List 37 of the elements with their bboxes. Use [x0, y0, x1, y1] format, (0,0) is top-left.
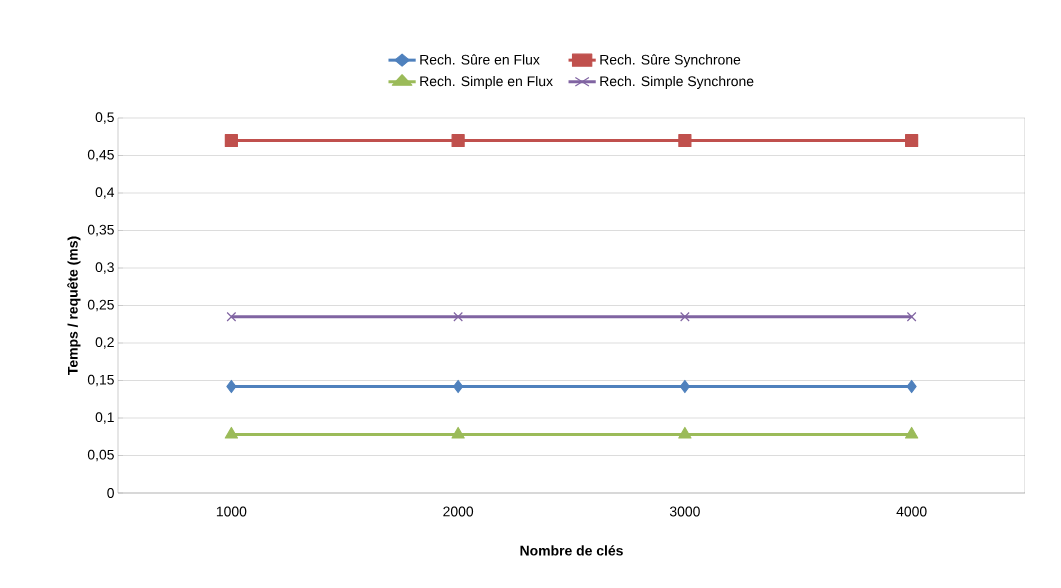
- y-tick-label: 0,05: [87, 449, 114, 462]
- legend-label: Rech. Simple en Flux: [420, 75, 553, 89]
- point: [224, 133, 238, 148]
- y-tick-label: 0: [107, 488, 114, 498]
- y-tick-label: 0,3: [95, 262, 114, 274]
- point: [453, 311, 463, 322]
- point: [226, 311, 237, 322]
- point: [451, 426, 465, 439]
- point: [680, 311, 690, 322]
- point: [904, 426, 919, 439]
- point: [224, 426, 239, 439]
- point: [678, 426, 692, 439]
- x-tick-label: 4000: [896, 506, 927, 517]
- point: [905, 133, 919, 148]
- point: [451, 133, 465, 148]
- point: [226, 379, 237, 394]
- y-tick-label: 0,45: [87, 149, 114, 162]
- x-tick-label: 1000: [216, 506, 247, 517]
- y-tick-label: 0,4: [95, 187, 115, 199]
- y-tick-label: 0,5: [95, 112, 114, 124]
- legend-label: Rech. Sûre en Flux: [420, 54, 540, 65]
- point: [906, 311, 917, 322]
- legend-label: Rech. Simple Synchrone: [600, 75, 754, 89]
- point: [453, 379, 464, 394]
- x-tick-label: 2000: [443, 506, 474, 517]
- point: [679, 379, 690, 394]
- y-tick-label: 0,25: [87, 299, 114, 312]
- point: [906, 379, 917, 394]
- x-tick-label: 3000: [669, 506, 700, 517]
- y-tick-label: 0,35: [87, 224, 114, 237]
- y-tick-label: 0,1: [95, 412, 114, 424]
- point: [678, 133, 692, 148]
- y-tick-label: 0,15: [87, 374, 114, 387]
- x-axis-title: Nombre de clés: [520, 545, 623, 556]
- legend-label: Rech. Sûre Synchrone: [600, 54, 741, 68]
- y-tick-label: 0,2: [95, 337, 114, 349]
- y-axis-title: Temps / requête (ms): [67, 236, 81, 375]
